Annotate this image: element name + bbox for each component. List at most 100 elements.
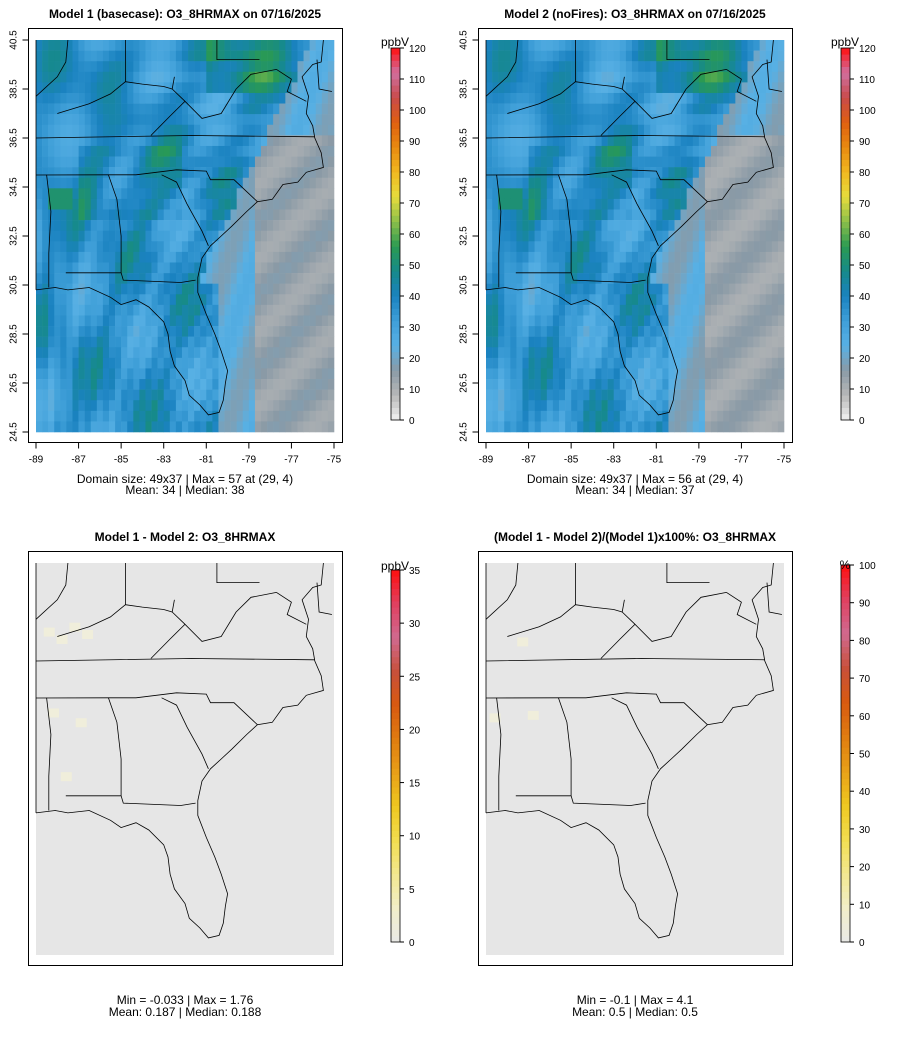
grid-cell bbox=[698, 315, 706, 327]
grid-cell bbox=[492, 220, 499, 231]
grid-cell bbox=[242, 40, 250, 51]
grid-cell bbox=[285, 251, 292, 263]
grid-cell bbox=[303, 198, 310, 210]
colorbar-segment bbox=[841, 60, 850, 67]
grid-cell bbox=[279, 71, 286, 83]
grid-cell bbox=[327, 103, 335, 115]
grid-cell bbox=[486, 336, 493, 348]
grid-cell bbox=[303, 114, 310, 126]
grid-cell bbox=[66, 262, 73, 274]
state-boundary bbox=[35, 39, 69, 97]
colorbar-tick-label: 60 bbox=[859, 712, 871, 723]
grid-cell bbox=[188, 251, 195, 263]
grid-cell bbox=[723, 103, 730, 115]
grid-cell bbox=[108, 167, 116, 179]
grid-cell bbox=[273, 198, 280, 210]
grid-cell bbox=[583, 124, 590, 136]
grid-cell bbox=[595, 336, 602, 348]
grid-cell bbox=[169, 177, 177, 189]
grid-cell bbox=[224, 315, 231, 327]
grid-cell bbox=[60, 124, 67, 136]
grid-cell bbox=[72, 92, 79, 104]
grid-cell bbox=[291, 262, 298, 274]
grid-cell bbox=[36, 124, 43, 136]
grid-cell bbox=[765, 273, 773, 284]
grid-cell bbox=[729, 251, 736, 263]
grid-cell bbox=[42, 262, 49, 274]
grid-cell bbox=[704, 82, 712, 94]
grid-cell bbox=[115, 283, 122, 295]
grid-cell bbox=[686, 241, 694, 253]
grid-cell bbox=[90, 389, 98, 401]
grid-cell bbox=[625, 124, 633, 136]
grid-cell bbox=[504, 230, 511, 242]
colorbar-segment bbox=[391, 296, 400, 303]
grid-cell bbox=[613, 421, 621, 433]
grid-cell bbox=[133, 283, 140, 295]
colorbar-tick-label: 120 bbox=[859, 44, 876, 55]
colorbar-segment bbox=[841, 240, 850, 247]
grid-cell bbox=[601, 114, 608, 126]
grid-cell bbox=[157, 336, 165, 348]
colorbar-tick-label: 90 bbox=[859, 599, 871, 610]
grid-cell bbox=[644, 326, 651, 337]
grid-cell bbox=[151, 198, 158, 210]
grid-cell bbox=[230, 379, 237, 390]
grid-cell bbox=[558, 315, 566, 327]
grid-cell bbox=[589, 220, 596, 231]
grid-cell bbox=[540, 273, 548, 284]
grid-cell bbox=[90, 241, 98, 253]
grid-cell bbox=[254, 347, 262, 359]
grid-cell bbox=[552, 262, 560, 274]
grid-cell bbox=[157, 82, 165, 94]
grid-cell bbox=[102, 304, 110, 316]
grid-cell bbox=[498, 357, 505, 369]
grid-cell bbox=[759, 304, 767, 316]
grid-cell bbox=[90, 50, 98, 62]
grid-cell bbox=[54, 241, 61, 253]
colorbar-segment bbox=[841, 703, 850, 710]
grid-cell bbox=[674, 357, 681, 369]
grid-cell bbox=[613, 145, 621, 157]
grid-cell bbox=[516, 315, 523, 327]
grid-cell bbox=[169, 315, 177, 327]
grid-cell bbox=[218, 114, 225, 126]
grid-cell bbox=[698, 410, 706, 422]
grid-cell bbox=[169, 230, 177, 242]
grid-cell bbox=[48, 82, 55, 94]
grid-cell bbox=[589, 230, 596, 242]
grid-cell bbox=[60, 50, 67, 62]
colorbar-segment bbox=[841, 627, 850, 635]
grid-cell bbox=[680, 347, 687, 359]
grid-cell bbox=[108, 294, 116, 306]
grid-cell bbox=[631, 135, 639, 147]
grid-cell bbox=[145, 198, 152, 210]
colorbar-segment bbox=[391, 818, 400, 825]
grid-cell bbox=[157, 294, 165, 306]
grid-cell bbox=[96, 347, 104, 359]
grid-cell bbox=[72, 145, 79, 157]
grid-cell bbox=[121, 389, 128, 401]
grid-cell bbox=[230, 220, 237, 231]
grid-cell bbox=[644, 114, 651, 126]
grid-cell bbox=[181, 209, 189, 221]
grid-cell bbox=[759, 177, 767, 189]
grid-cell bbox=[48, 347, 55, 359]
grid-cell bbox=[200, 71, 207, 83]
grid-cell bbox=[601, 304, 608, 316]
grid-cell bbox=[546, 389, 554, 401]
grid-cell bbox=[194, 188, 201, 200]
grid-cell bbox=[157, 315, 165, 327]
grid-cell bbox=[309, 188, 317, 200]
grid-cell bbox=[753, 336, 760, 348]
grid-cell bbox=[607, 167, 615, 179]
grid-cell bbox=[717, 92, 724, 104]
grid-cell bbox=[151, 410, 158, 422]
grid-cell bbox=[121, 71, 128, 83]
grid-cell bbox=[759, 167, 767, 179]
grid-cell bbox=[753, 241, 760, 253]
grid-cell bbox=[139, 326, 146, 337]
grid-cell bbox=[571, 230, 578, 242]
grid-cell bbox=[108, 368, 116, 380]
grid-cell bbox=[504, 347, 511, 359]
